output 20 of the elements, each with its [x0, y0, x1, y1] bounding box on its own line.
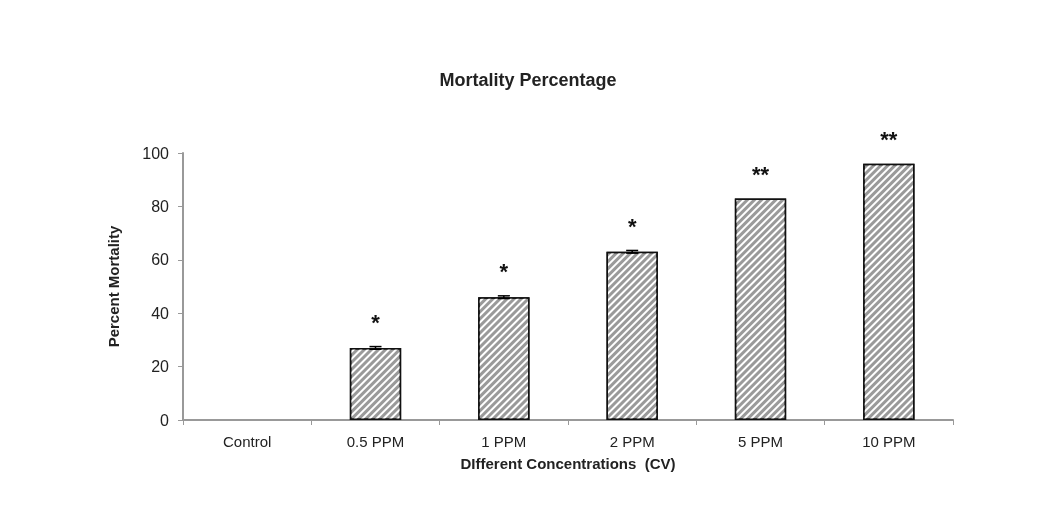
annotation: * — [371, 310, 381, 336]
y-tick-label: 40 — [151, 304, 170, 322]
y-tick-label: 0 — [160, 411, 170, 429]
y-tick-label: 80 — [151, 197, 170, 215]
x-tick-label: 5 PPM — [737, 433, 784, 450]
annotation: * — [627, 213, 637, 239]
chart-title: Mortality Percentage — [439, 70, 617, 90]
annotation: * — [499, 259, 509, 285]
y-tick-label: 60 — [151, 251, 170, 269]
x-tick-label: 10 PPM — [862, 433, 916, 450]
x-tick-label: Control — [222, 433, 272, 450]
x-tick-label: 2 PPM — [609, 433, 655, 450]
y-tick-label: 100 — [142, 144, 170, 162]
x-tick-label: 1 PPM — [481, 433, 527, 450]
x-axis-title: DIfferent Concentrations (CV) — [460, 455, 676, 472]
y-tick-label: 20 — [151, 358, 170, 376]
x-tick-label: 0.5 PPM — [346, 433, 405, 450]
y-axis-title: Percent Mortality — [105, 224, 122, 348]
text: ** — [880, 127, 898, 153]
annotation: ** — [751, 161, 770, 187]
